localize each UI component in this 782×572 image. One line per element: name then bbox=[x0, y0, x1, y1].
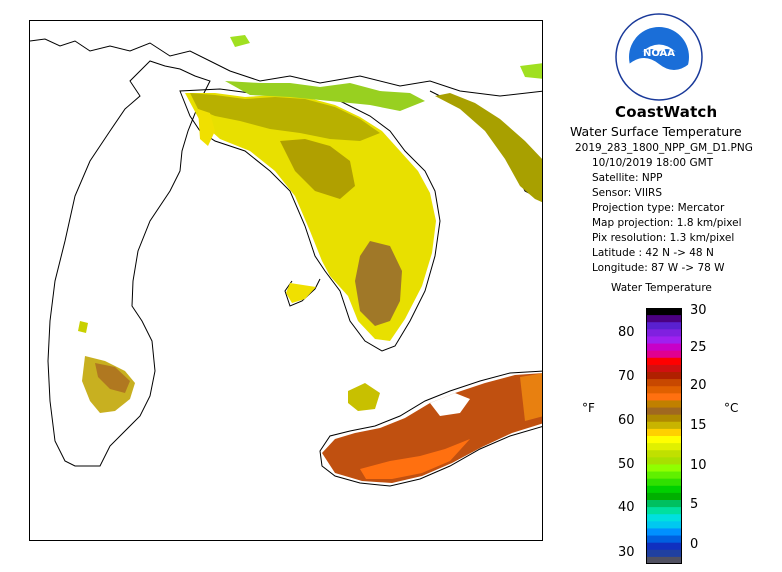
noaa-seal-icon: NOAA bbox=[615, 13, 703, 101]
lake-erie-east-warm bbox=[520, 373, 542, 421]
brand-title: CoastWatch bbox=[615, 103, 718, 121]
colorbar-swatch bbox=[646, 414, 682, 423]
colorbar-swatch bbox=[646, 535, 682, 544]
georgian-bay-sst bbox=[435, 93, 542, 203]
colorbar-swatch bbox=[646, 464, 682, 473]
saginaw-bay-outline bbox=[284, 278, 321, 307]
f-tick-60: 60 bbox=[618, 413, 635, 428]
f-tick-70: 70 bbox=[618, 369, 635, 384]
colorbar-swatch bbox=[646, 372, 682, 380]
colorbar-swatch bbox=[646, 336, 682, 345]
lake-michigan-outline bbox=[47, 60, 211, 467]
saginaw-bay-sst bbox=[286, 283, 316, 303]
colorbar-swatch bbox=[646, 393, 682, 401]
colorbar-frame bbox=[646, 308, 682, 564]
c-tick-15: 15 bbox=[690, 418, 707, 433]
colorbar-swatch bbox=[646, 471, 682, 480]
meta-projection-type: Projection type: Mercator bbox=[592, 202, 725, 214]
noaa-logo-text: NOAA bbox=[643, 48, 675, 59]
c-tick-10: 10 bbox=[690, 458, 707, 473]
colorbar-swatch bbox=[646, 364, 682, 373]
colorbar-swatch bbox=[646, 400, 682, 409]
colorbar-swatch bbox=[646, 322, 682, 330]
lake-michigan-south-warm bbox=[95, 363, 130, 393]
colorbar-swatch bbox=[646, 556, 682, 564]
date-time: 10/10/2019 18:00 GMT bbox=[592, 157, 714, 169]
colorbar-swatch bbox=[646, 357, 682, 366]
f-tick-80: 80 bbox=[618, 325, 635, 340]
c-tick-5: 5 bbox=[690, 497, 699, 512]
unit-celsius: °C bbox=[724, 401, 739, 415]
colorbar-swatch bbox=[646, 485, 682, 494]
green-bay-sst bbox=[198, 109, 215, 146]
colorbar-swatch bbox=[646, 350, 682, 359]
north-channel-green bbox=[225, 81, 425, 111]
colorbar-swatch bbox=[646, 542, 682, 551]
lake-michigan-west-patch bbox=[78, 321, 88, 333]
colorbar-swatch bbox=[646, 308, 682, 316]
colorbar-swatch bbox=[646, 549, 682, 558]
colorbar-swatch bbox=[646, 436, 682, 444]
meta-satellite: Satellite: NPP bbox=[592, 172, 663, 184]
lake-erie-outline bbox=[319, 370, 542, 487]
meta-latitude: Latitude : 42 N -> 48 N bbox=[592, 247, 714, 259]
colorbar-swatch bbox=[646, 457, 682, 465]
meta-map-projection: Map projection: 1.8 km/pixel bbox=[592, 217, 742, 229]
colorbar-swatch bbox=[646, 443, 682, 451]
meta-pix-resolution: Pix resolution: 1.3 km/pixel bbox=[592, 232, 735, 244]
meta-longitude: Longitude: 87 W -> 78 W bbox=[592, 262, 725, 274]
sst-map bbox=[29, 20, 543, 541]
colorbar-swatch bbox=[646, 421, 682, 430]
colorbar-swatch bbox=[646, 386, 682, 394]
colorbar-swatch bbox=[646, 507, 682, 515]
legend-title: Water Temperature bbox=[611, 282, 712, 294]
colorbar-swatch bbox=[646, 478, 682, 487]
colorbar-swatch bbox=[646, 521, 682, 529]
colorbar-swatch bbox=[646, 315, 682, 323]
c-tick-0: 0 bbox=[690, 537, 699, 552]
temperature-colorbar bbox=[646, 308, 682, 564]
meta-sensor: Sensor: VIIRS bbox=[592, 187, 663, 199]
colorbar-swatch bbox=[646, 450, 682, 458]
lake-erie-west-warm bbox=[360, 439, 470, 479]
colorbar-swatch bbox=[646, 329, 682, 337]
f-tick-50: 50 bbox=[618, 457, 635, 472]
c-tick-25: 25 bbox=[690, 340, 707, 355]
lake-erie-sst bbox=[322, 373, 542, 483]
lake-huron-warm-south bbox=[355, 241, 402, 326]
lake-huron-green-patch bbox=[280, 139, 355, 199]
colorbar-swatch bbox=[646, 343, 682, 352]
unit-fahrenheit: °F bbox=[582, 401, 595, 415]
f-tick-40: 40 bbox=[618, 500, 635, 515]
lake-st-clair-sst bbox=[348, 383, 380, 411]
colorbar-swatch bbox=[646, 407, 682, 416]
lake-huron-cool-north bbox=[190, 93, 380, 141]
east-shore-patch bbox=[520, 63, 542, 79]
colorbar-swatch bbox=[646, 492, 682, 501]
colorbar-swatch bbox=[646, 528, 682, 537]
c-tick-20: 20 bbox=[690, 378, 707, 393]
upper-peninsula-patch bbox=[230, 35, 250, 47]
colorbar-swatch bbox=[646, 428, 682, 437]
colorbar-swatch bbox=[646, 379, 682, 387]
file-name: 2019_283_1800_NPP_GM_D1.PNG bbox=[575, 142, 753, 154]
product-title: Water Surface Temperature bbox=[570, 124, 742, 139]
c-tick-30: 30 bbox=[690, 303, 707, 318]
lake-erie-cloud bbox=[430, 393, 470, 416]
f-tick-30: 30 bbox=[618, 545, 635, 560]
north-shore-outline bbox=[30, 38, 542, 97]
sst-map-canvas bbox=[30, 35, 542, 487]
colorbar-swatch bbox=[646, 500, 682, 508]
colorbar-swatch bbox=[646, 514, 682, 522]
